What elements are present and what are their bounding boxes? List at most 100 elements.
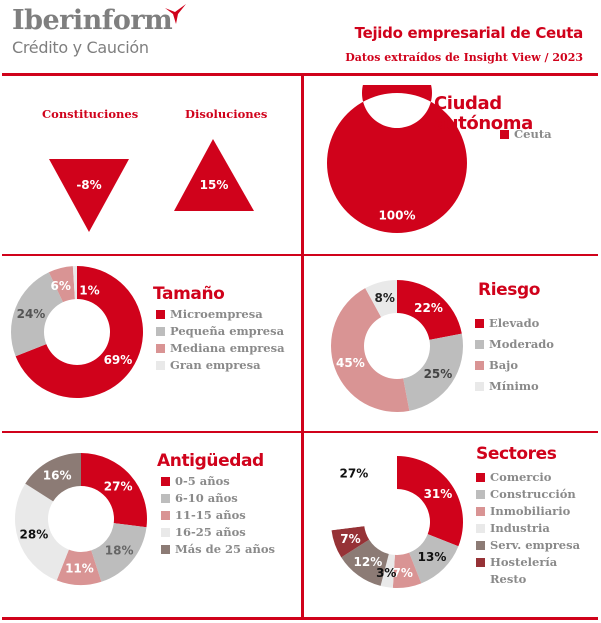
slice-label-0-5-anos: 27% <box>104 479 133 493</box>
slice-label-industria: 3% <box>376 566 396 580</box>
chart-title-ciudad: Ciudad autónoma <box>434 93 533 134</box>
legend-swatch <box>161 528 170 537</box>
legend-swatch <box>475 361 484 370</box>
legend-item-0-5-anos: 0-5 años <box>161 473 275 490</box>
slice-industria <box>380 553 395 588</box>
legend-swatch <box>500 130 509 139</box>
legend-item-serv-empresa: Serv. empresa <box>476 537 580 554</box>
logo-wordmark: Iberinform <box>12 5 173 36</box>
legend-ciudad: Ceuta <box>500 126 552 143</box>
donut-ciudad: 100% <box>326 85 467 233</box>
legend-item-pequena-empresa: Pequeña empresa <box>156 323 285 340</box>
legend-swatch <box>475 319 484 328</box>
row-divider-1 <box>2 254 598 256</box>
legend-label: 6-10 años <box>175 491 238 505</box>
slice-label-microempresa: 69% <box>104 353 133 367</box>
logo-tagline: Crédito y Caución <box>12 38 149 57</box>
slice-label-16-25-anos: 28% <box>20 527 49 541</box>
slice-label-comercio: 31% <box>424 487 453 501</box>
slice-gran-empresa <box>72 266 77 300</box>
slice-construccion <box>409 534 459 584</box>
slice-resto <box>331 456 397 531</box>
slice-mediana-empresa <box>48 266 75 303</box>
legend-label: Más de 25 años <box>175 542 275 556</box>
legend-label: Gran empresa <box>170 358 261 372</box>
legend-label: Elevado <box>489 316 540 330</box>
slice-serv-empresa <box>341 539 389 586</box>
legend-item-11-15-anos: 11-15 años <box>161 507 275 524</box>
slice-label-mas-de-25-anos: 16% <box>43 469 72 483</box>
legend-swatch <box>156 361 165 370</box>
slice-comercio <box>397 456 463 547</box>
legend-swatch <box>476 575 485 584</box>
legend-label: Construcción <box>490 487 576 501</box>
slice-hosteleria <box>331 526 370 558</box>
legend-item-construccion: Construcción <box>476 486 580 503</box>
legend-item-hosteleria: Hostelería <box>476 554 580 571</box>
center-divider <box>301 73 304 619</box>
slice-mas-de-25-anos <box>25 453 81 502</box>
page-title: Tejido empresarial de Ceuta <box>354 24 584 42</box>
legend-item-16-25-anos: 16-25 años <box>161 524 275 541</box>
legend-item-elevado: Elevado <box>475 313 554 334</box>
legend-swatch <box>476 558 485 567</box>
legend-label: Resto <box>490 572 527 586</box>
slice-elevado <box>397 280 462 340</box>
legend-swatch <box>161 477 170 486</box>
slice-label-resto: 27% <box>340 466 369 480</box>
legend-swatch <box>156 327 165 336</box>
legend-item-industria: Industria <box>476 520 580 537</box>
legend-label: Ceuta <box>514 127 552 141</box>
slice-label-mediana-empresa: 6% <box>51 279 71 293</box>
slice-label-ceuta: 100% <box>378 209 415 223</box>
legend-label: Mínimo <box>489 379 539 393</box>
slice-16-25-anos <box>14 483 69 581</box>
legend-swatch <box>476 490 485 499</box>
constituciones-label: Constituciones <box>42 107 139 121</box>
legend-label: 16-25 años <box>175 525 246 539</box>
slice-0-5-anos <box>81 453 147 528</box>
legend-label: 0-5 años <box>175 474 230 488</box>
slice-label-moderado: 25% <box>424 367 453 381</box>
legend-item-comercio: Comercio <box>476 469 580 486</box>
legend-swatch <box>161 511 170 520</box>
legend-label: Moderado <box>489 337 554 351</box>
slice-label-inmobiliario: 7% <box>393 566 413 580</box>
slice-11-15-anos <box>56 549 102 585</box>
slice-inmobiliario <box>392 552 422 588</box>
slice-label-gran-empresa: 1% <box>79 284 99 298</box>
chart-title-antiguedad: Antigüedad <box>157 451 264 471</box>
legend-label: Inmobiliario <box>490 504 571 518</box>
legend-swatch <box>476 507 485 516</box>
slice-label-bajo: 45% <box>336 356 365 370</box>
chart-title-sectores: Sectores <box>476 444 557 464</box>
legend-swatch <box>161 545 170 554</box>
constituciones-value: -8% <box>76 178 101 192</box>
legend-item-microempresa: Microempresa <box>156 306 285 323</box>
donut-antiguedad: 27% 18% 11% 28% 16% <box>14 453 147 585</box>
header-divider <box>2 73 598 76</box>
legend-label: Comercio <box>490 470 552 484</box>
footer-divider <box>2 617 598 620</box>
legend-label: Serv. empresa <box>490 538 581 552</box>
chart-title-tamano: Tamaño <box>153 284 225 304</box>
legend-swatch <box>156 344 165 353</box>
row-divider-2 <box>2 431 598 433</box>
legend-label: Microempresa <box>170 307 263 321</box>
legend-swatch <box>156 310 165 319</box>
legend-item-ceuta: Ceuta <box>500 126 552 143</box>
legend-swatch <box>475 340 484 349</box>
legend-tamano: Microempresa Pequeña empresa Mediana empre… <box>156 306 285 374</box>
slice-microempresa <box>15 266 144 398</box>
legend-label: Hostelería <box>490 555 558 569</box>
legend-item-gran-empresa: Gran empresa <box>156 357 285 374</box>
legend-item-minimo: Mínimo <box>475 376 554 397</box>
legend-label: Mediana empresa <box>170 341 285 355</box>
legend-item-inmobiliario: Inmobiliario <box>476 503 580 520</box>
slice-label-pequena-empresa: 24% <box>17 307 46 321</box>
page-subtitle: Datos extraídos de Insight View / 2023 <box>345 51 583 64</box>
legend-label: Industria <box>490 521 550 535</box>
slice-label-serv-empresa: 12% <box>354 555 383 569</box>
indicator-triangles: -8% 15% <box>49 139 254 232</box>
slice-label-11-15-anos: 11% <box>65 561 94 575</box>
